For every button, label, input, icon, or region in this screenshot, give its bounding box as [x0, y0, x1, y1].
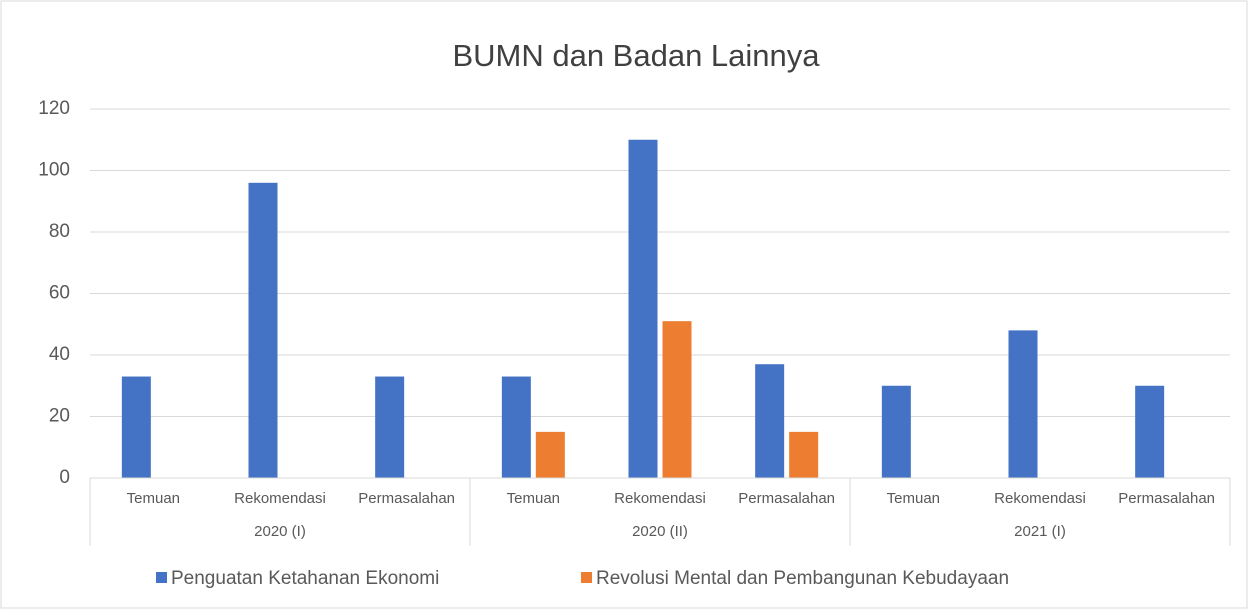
x-tick-label: Rekomendasi — [614, 490, 706, 507]
legend-swatch — [581, 572, 592, 583]
x-tick-label: Temuan — [507, 490, 560, 507]
legend-label: Penguatan Ketahanan Ekonomi — [171, 568, 439, 589]
x-tick-label: Permasalahan — [738, 490, 835, 507]
group-label: 2020 (I) — [254, 523, 306, 540]
bar — [662, 321, 692, 478]
x-tick-label: Permasalahan — [358, 490, 455, 507]
bar — [535, 431, 565, 478]
y-tick-label: 60 — [49, 283, 70, 304]
x-tick-label: Rekomendasi — [234, 490, 326, 507]
bar — [789, 431, 819, 478]
bar — [375, 376, 405, 478]
x-tick-label: Temuan — [887, 490, 940, 507]
legend-swatch — [156, 572, 167, 583]
y-tick-label: 80 — [49, 221, 70, 242]
bar — [248, 182, 278, 479]
y-tick-label: 100 — [38, 160, 70, 181]
bar — [628, 139, 658, 478]
y-tick-label: 40 — [49, 344, 70, 365]
chart-title: BUMN dan Badan Lainnya — [452, 38, 820, 73]
x-tick-label: Temuan — [127, 490, 180, 507]
y-tick-label: 120 — [38, 98, 70, 119]
group-label: 2020 (II) — [632, 523, 688, 540]
group-label: 2021 (I) — [1014, 523, 1066, 540]
y-tick-label: 20 — [49, 406, 70, 427]
x-tick-label: Permasalahan — [1118, 490, 1215, 507]
x-tick-label: Rekomendasi — [994, 490, 1086, 507]
y-tick-label: 0 — [59, 467, 70, 488]
bar — [1135, 385, 1165, 478]
legend-label: Revolusi Mental dan Pembangunan Kebudaya… — [596, 568, 1009, 589]
bar — [1008, 330, 1038, 478]
bar — [121, 376, 151, 478]
bar — [755, 364, 785, 478]
bar — [501, 376, 531, 478]
bar — [881, 385, 911, 478]
